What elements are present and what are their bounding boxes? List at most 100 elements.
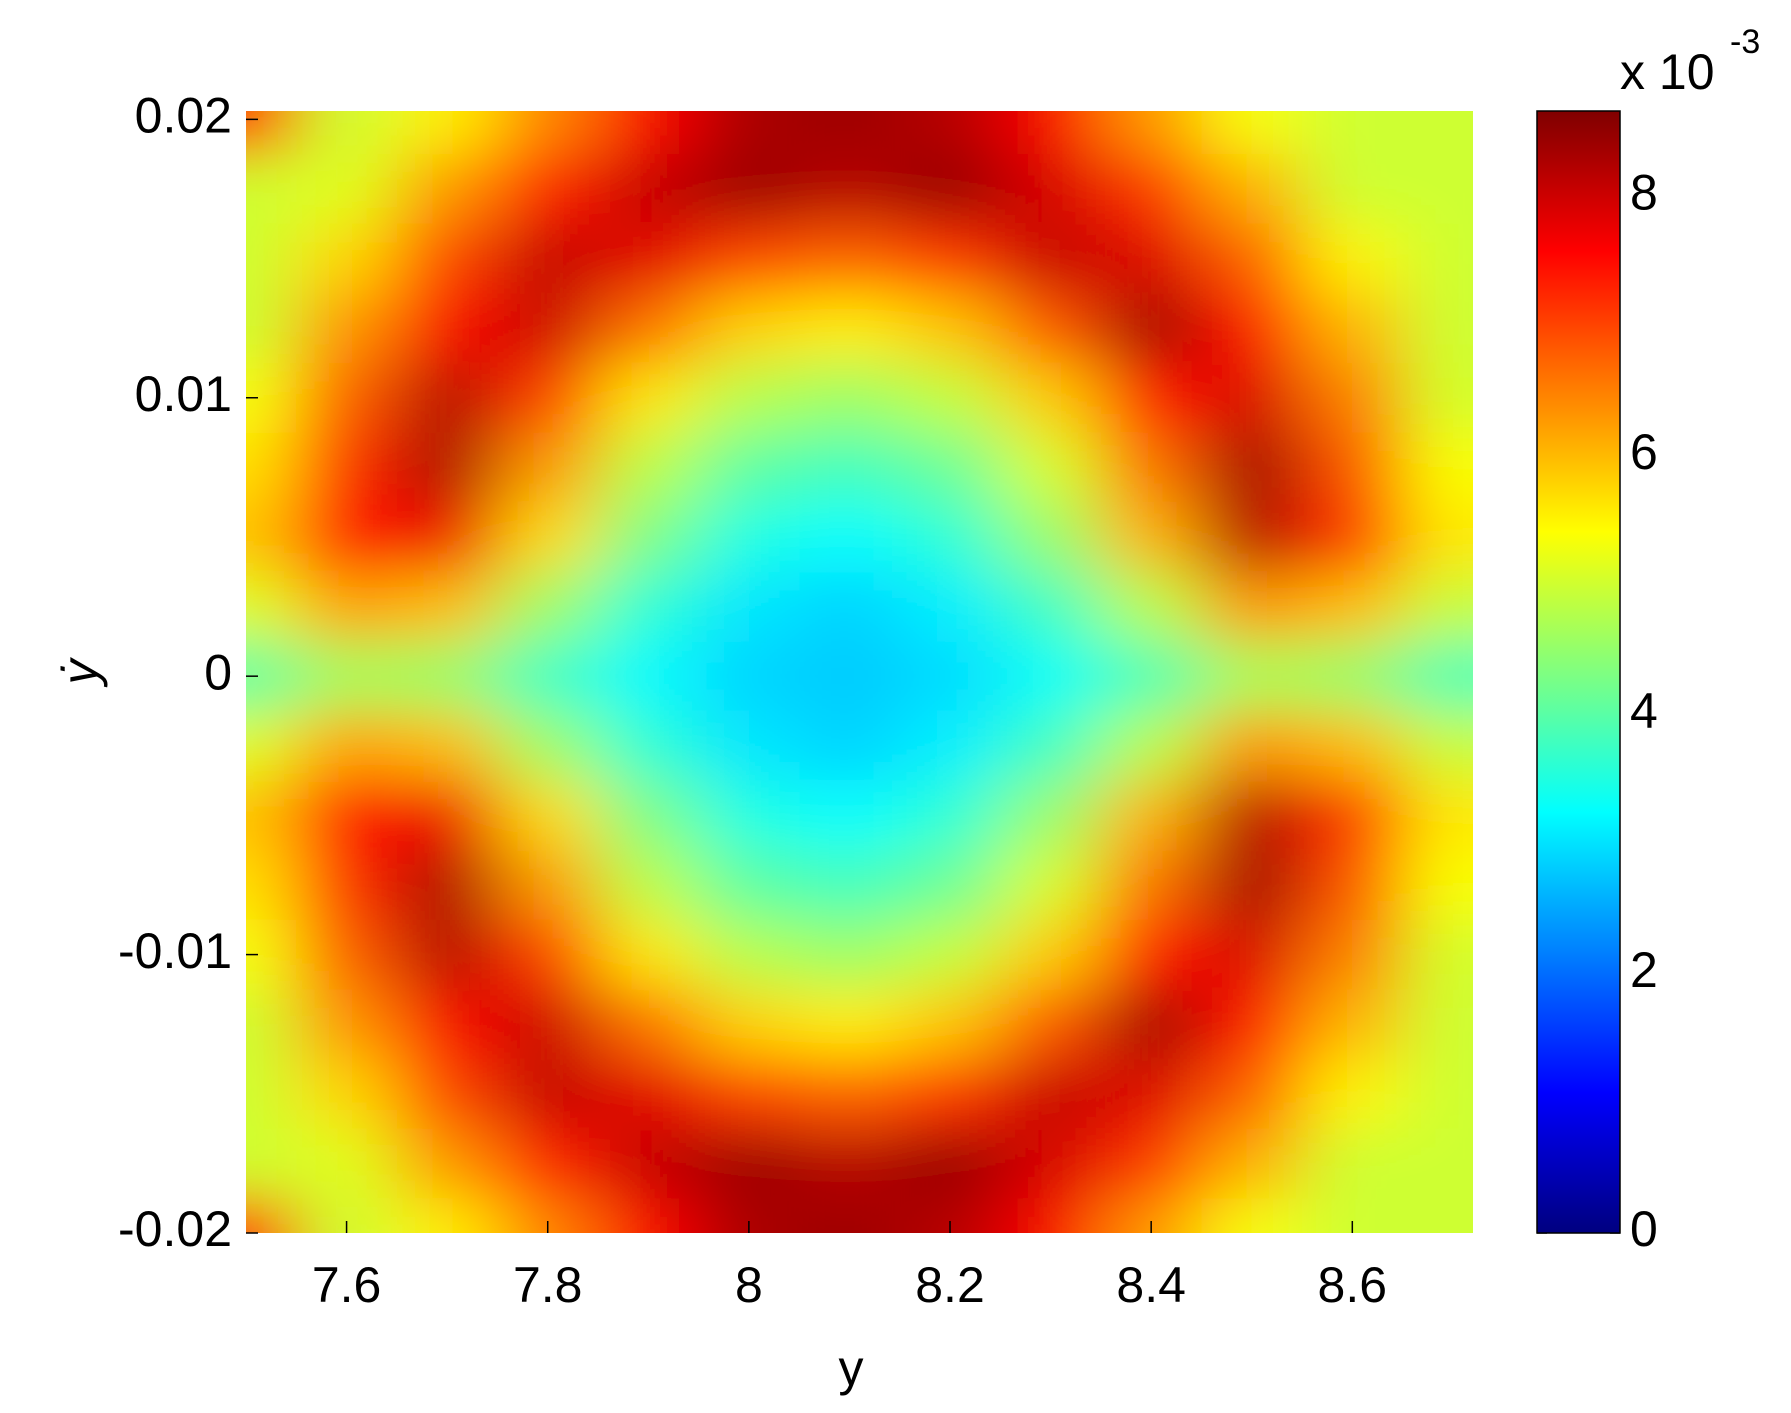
heatmap-cell — [296, 502, 398, 573]
heatmap-cell — [1402, 919, 1473, 990]
heatmap-cell — [799, 293, 901, 364]
heatmap-cell — [698, 780, 800, 851]
heatmap-cell — [1402, 571, 1473, 642]
heatmap-cell — [296, 1058, 398, 1130]
heatmap-cell — [598, 111, 700, 155]
heatmap-cell — [497, 780, 599, 851]
heatmap-cell — [1100, 1128, 1202, 1199]
heatmap-cell — [1100, 154, 1202, 225]
y-tick-label: 0.02 — [135, 88, 232, 144]
x-tick-label: 8.6 — [1318, 1257, 1388, 1313]
heatmap-cell — [246, 850, 297, 921]
heatmap-cell — [1302, 502, 1404, 573]
heatmap-cell — [246, 1198, 297, 1233]
x-tick-label: 8.4 — [1116, 1257, 1186, 1313]
heatmap-cell — [497, 710, 599, 782]
heatmap-cell — [698, 1128, 800, 1199]
heatmap-cell — [1302, 223, 1404, 294]
heatmap-cell — [598, 641, 700, 712]
heatmap-cell — [899, 111, 1001, 155]
x-axis-label: y — [839, 1340, 864, 1396]
heatmap-cell — [1302, 571, 1404, 642]
colorbar-multiplier: x 10 — [1620, 44, 1715, 100]
heatmap-cell — [1100, 710, 1202, 782]
colorbar-tick-label: 6 — [1630, 424, 1658, 480]
heatmap-cell — [1100, 432, 1202, 503]
heatmap-cell — [396, 154, 498, 225]
heatmap-cell — [1000, 502, 1102, 573]
heatmap-cell — [296, 1128, 398, 1199]
heatmap-cell — [598, 293, 700, 364]
heatmap-cell — [1100, 780, 1202, 851]
x-tick-label: 7.8 — [513, 1257, 583, 1313]
heatmap-cell — [246, 571, 297, 642]
heatmap-cell — [1201, 1058, 1303, 1130]
heatmap-cell — [396, 780, 498, 851]
heatmap-cell — [899, 850, 1001, 921]
heatmap-cell — [698, 432, 800, 503]
heatmap-cell — [1201, 641, 1303, 712]
heatmap-cell — [799, 1058, 901, 1130]
heatmap-cell — [246, 780, 297, 851]
heatmap-cell — [899, 154, 1001, 225]
heatmap-cell — [799, 1128, 901, 1199]
heatmap-cell — [396, 1198, 498, 1233]
heatmap-cell — [1402, 154, 1473, 225]
heatmap-cell — [799, 432, 901, 503]
heatmap-cell — [698, 362, 800, 434]
heatmap-cell — [396, 641, 498, 712]
heatmap-cell — [1201, 989, 1303, 1060]
heatmap-cell — [1201, 362, 1303, 434]
x-tick-label: 7.6 — [312, 1257, 382, 1313]
heatmap-cell — [497, 111, 599, 155]
heatmap-cell — [1100, 989, 1202, 1060]
heatmap-cell — [396, 293, 498, 364]
heatmap-cell — [1000, 850, 1102, 921]
heatmap-cell — [598, 223, 700, 294]
heatmap-cell — [1000, 571, 1102, 642]
heatmap-cell — [497, 1058, 599, 1130]
heatmap-cell — [396, 223, 498, 294]
heatmap-cell — [598, 432, 700, 503]
heatmap-cell — [1302, 1058, 1404, 1130]
heatmap-cell — [1100, 111, 1202, 155]
heatmap-cell — [899, 223, 1001, 294]
heatmap-cell — [296, 850, 398, 921]
heatmap-cell — [497, 919, 599, 990]
heatmap-cell — [1302, 362, 1404, 434]
heatmap-cell — [799, 362, 901, 434]
heatmap-cell — [1402, 641, 1473, 712]
y-tick-label: -0.01 — [118, 923, 232, 979]
heatmap-cell — [296, 571, 398, 642]
heatmap-cell — [799, 919, 901, 990]
heatmap-cell — [799, 710, 901, 782]
heatmap-cell — [1000, 989, 1102, 1060]
heatmap-cell — [396, 919, 498, 990]
heatmap-cell — [296, 989, 398, 1060]
heatmap-cell — [296, 293, 398, 364]
heatmap-cell — [246, 710, 297, 782]
heatmap-cell — [396, 1128, 498, 1199]
heatmap-cell — [1201, 1198, 1303, 1233]
heatmap-cell — [899, 989, 1001, 1060]
heatmap-cell — [899, 432, 1001, 503]
heatmap-cell — [1201, 502, 1303, 573]
heatmap-cell — [1302, 1128, 1404, 1199]
heatmap-cell — [1201, 850, 1303, 921]
heatmap-cell — [899, 1128, 1001, 1199]
heatmap-cell — [246, 1128, 297, 1199]
heatmap-cell — [1100, 850, 1202, 921]
heatmap-cell — [899, 571, 1001, 642]
colorbar-tick-label: 0 — [1630, 1201, 1658, 1257]
heatmap-cell — [246, 502, 297, 573]
heatmap-cell — [799, 111, 901, 155]
heatmap-cell — [1201, 780, 1303, 851]
heatmap-cell — [799, 1198, 901, 1233]
heatmap-cell — [1100, 362, 1202, 434]
heatmap-cell — [598, 1058, 700, 1130]
heatmap-cell — [1201, 571, 1303, 642]
plot-area — [246, 111, 1473, 1233]
x-tick-label: 8.2 — [915, 1257, 985, 1313]
heatmap-cell — [598, 989, 700, 1060]
